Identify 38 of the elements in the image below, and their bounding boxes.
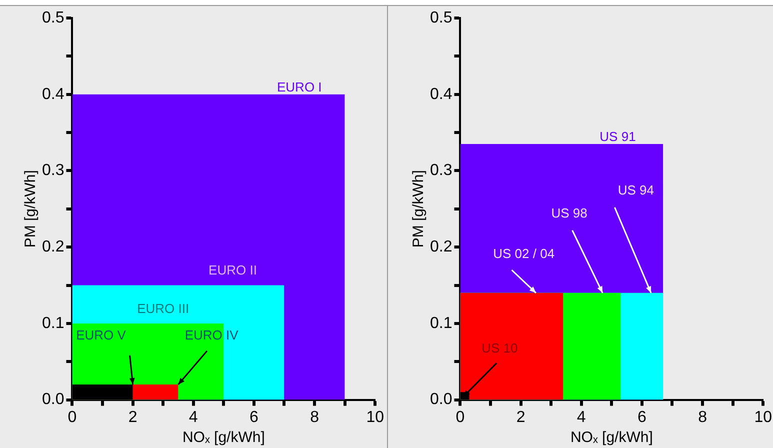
x-tick-label: 6 [250,408,259,426]
x-tick-label: 8 [698,408,708,426]
x-tick-label: 6 [638,408,647,426]
x-tick-label: 2 [516,408,526,426]
x-tick-label: 8 [310,408,320,426]
series-label: EURO III [137,300,190,316]
y-axis-title: PM [g/kWh] [410,170,428,248]
y-tick-label: 0.1 [430,314,452,332]
x-tick-label: 10 [366,408,384,426]
x-tick-label: 2 [128,408,138,426]
x-tick-label: 4 [576,408,586,426]
x-axis-title: NOₓ [g/kWh] [182,429,265,446]
x-tick-label: 10 [754,408,772,426]
x-tick-label: 4 [188,408,198,426]
y-tick-label: 0.2 [430,238,452,256]
series-label: US 91 [600,129,636,144]
series-label: EURO II [208,262,257,278]
y-tick-label: 0.5 [42,9,64,26]
y-tick-label: 0.2 [42,238,64,256]
x-tick-label: 0 [456,408,465,426]
text: EURO IV [184,328,239,343]
y-tick-label: 0.4 [430,86,452,103]
y-axis-title: PM [g/kWh] [22,170,40,248]
text: US 94 [618,182,654,198]
x-tick-label: 0 [68,408,77,426]
text: US 10 [482,340,518,356]
y-tick-label: 0.3 [430,162,452,180]
y-tick-label: 0.4 [42,86,64,103]
series-label: EURO I [276,79,322,94]
y-tick-label: 0.0 [42,391,64,408]
y-tick-label: 0.0 [430,391,452,408]
text: US 02 / 04 [493,246,555,261]
y-tick-label: 0.1 [42,314,64,332]
text: US 98 [551,205,588,220]
x-axis-title: NOₓ [g/kWh] [570,429,653,446]
y-tick-label: 0.3 [42,162,64,180]
text: EURO V [76,328,126,343]
y-tick-label: 0.5 [430,9,452,26]
